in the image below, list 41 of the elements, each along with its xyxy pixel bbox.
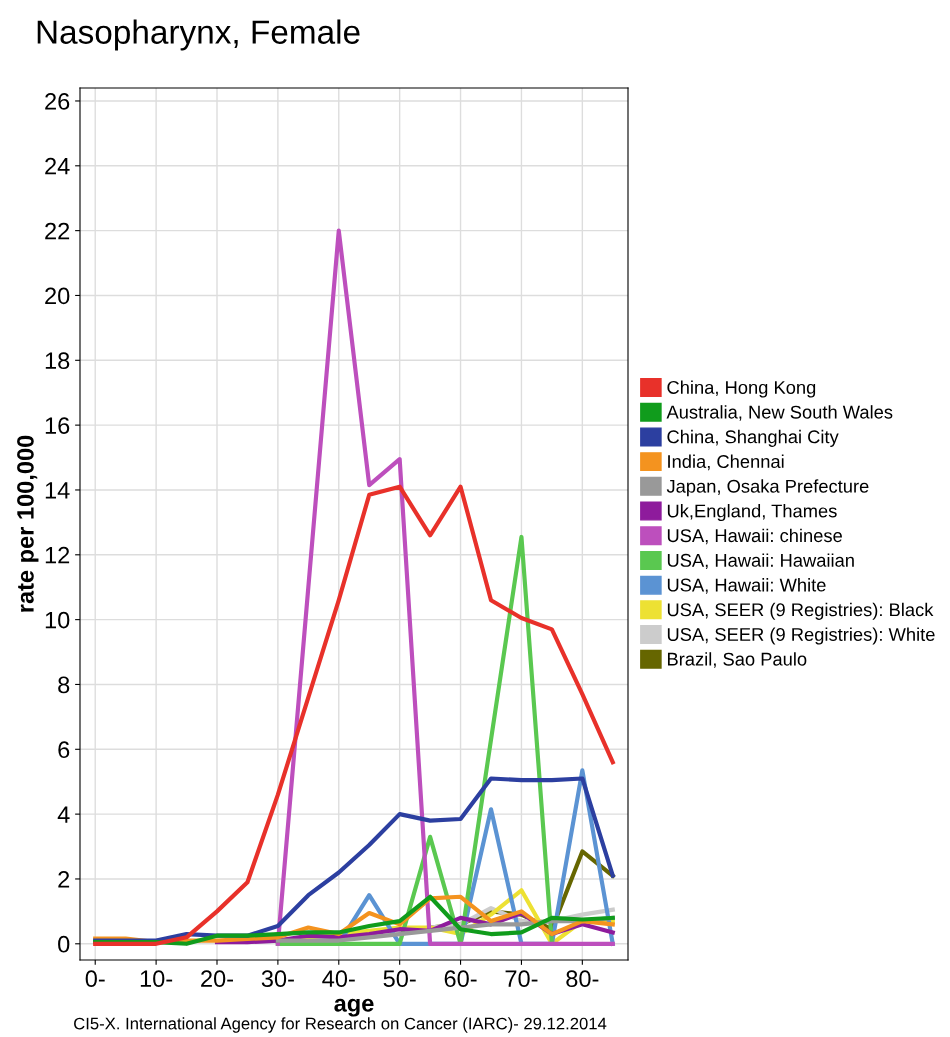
x-tick-label: 80- <box>566 970 599 988</box>
x-tick-label: 70- <box>505 970 538 988</box>
chart-title: Nasopharynx, Female <box>37 19 360 51</box>
x-tick-label: 60- <box>444 970 477 988</box>
legend-label: India, Chennai <box>668 454 784 471</box>
y-tick-label: 18 <box>45 352 70 370</box>
x-tick-label: 0- <box>85 970 105 988</box>
legend-label: China, Hong Kong <box>667 380 816 398</box>
y-tick-label: 12 <box>45 546 70 564</box>
y-axis-title: rate per 100,000 <box>17 435 39 612</box>
y-tick-label: 16 <box>45 417 70 434</box>
legend-label: Japan, Osaka Prefecture <box>666 479 869 497</box>
text: CI5-X. International Agency for Research on Cancer (IARC)- 29.12.2014 <box>74 1017 607 1033</box>
legend-label: USA, SEER (9 Registries): Black <box>667 602 934 620</box>
y-tick-label: 10 <box>45 611 70 629</box>
x-tick-label: 10- <box>140 970 173 988</box>
y-tick-label: 14 <box>45 482 70 499</box>
y-tick-label: 24 <box>45 157 70 175</box>
x-tick-label: 30- <box>261 970 294 988</box>
legend-label: Australia, New South Wales <box>666 405 893 421</box>
line-series <box>275 228 615 946</box>
y-tick-label: 26 <box>45 93 70 110</box>
y-tick-label: 8 <box>58 676 70 694</box>
y-tick-label: 6 <box>58 741 70 759</box>
legend-label: USA, Hawaii: White <box>667 578 826 594</box>
x-tick-label: 50- <box>383 970 416 988</box>
x-tick-label: 40- <box>322 970 355 988</box>
legend-label: USA, SEER (9 Registries): White <box>667 627 935 645</box>
x-tick-label: 20- <box>201 970 234 988</box>
line-series <box>93 484 615 946</box>
y-tick-label: 4 <box>57 806 70 823</box>
x-axis-title: age <box>334 998 374 1017</box>
legend-label: Brazil, Sao Paulo <box>667 652 807 668</box>
legend-label: Uk,England, Thames <box>667 503 837 522</box>
y-tick-label: 2 <box>58 871 70 888</box>
legend-label: USA, Hawaii: Hawaiian <box>667 553 854 570</box>
legend-label: USA, Hawaii: chinese <box>667 528 842 545</box>
y-tick-label: 20 <box>45 287 70 305</box>
y-tick-label: 22 <box>45 222 70 240</box>
legend-label: China, Shanghai City <box>667 429 839 447</box>
y-tick-label: 0 <box>58 935 70 953</box>
